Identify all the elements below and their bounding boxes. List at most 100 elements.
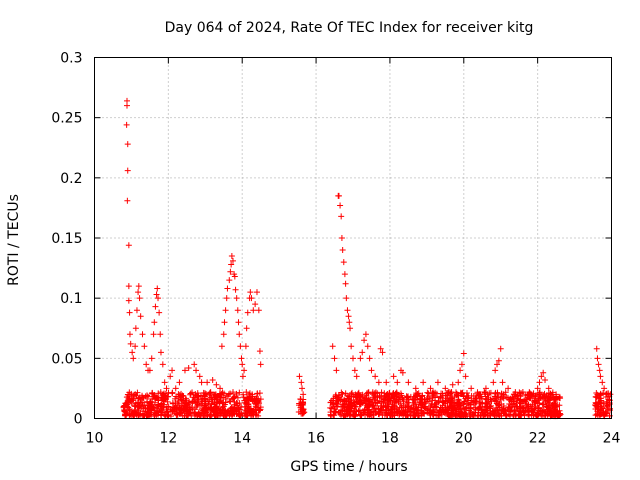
data-point (446, 404, 453, 411)
data-point (460, 401, 467, 408)
data-point (218, 343, 225, 350)
data-point (254, 390, 261, 397)
data-point (414, 412, 421, 419)
data-point (345, 313, 352, 320)
data-point (479, 409, 486, 416)
data-point (207, 411, 214, 418)
data-point (476, 404, 483, 411)
data-point (364, 409, 371, 416)
data-point (470, 412, 477, 419)
data-point (455, 401, 462, 408)
data-point (201, 396, 208, 403)
data-point (430, 412, 437, 419)
data-point (300, 399, 307, 406)
data-point (236, 331, 243, 338)
data-point (159, 361, 166, 368)
data-point (526, 408, 533, 415)
data-point (502, 410, 509, 417)
data-point (126, 395, 133, 402)
data-point (342, 280, 349, 287)
data-point (174, 412, 181, 419)
data-point (230, 408, 237, 415)
data-point (425, 406, 432, 413)
data-point (368, 367, 375, 374)
data-point (535, 405, 542, 412)
data-point (204, 379, 211, 386)
data-point (195, 392, 202, 399)
data-point (384, 402, 391, 409)
data-point (514, 403, 521, 410)
data-point (227, 390, 234, 397)
data-point (256, 407, 263, 414)
data-point (492, 367, 499, 374)
data-point (157, 389, 164, 396)
data-point (340, 412, 347, 419)
data-point (419, 400, 426, 407)
data-point (220, 331, 227, 338)
data-point (425, 390, 432, 397)
data-point (123, 400, 130, 407)
x-tick-label: 22 (529, 431, 547, 447)
data-point (190, 398, 197, 405)
data-point (372, 373, 379, 380)
data-point (498, 394, 505, 401)
data-point (499, 407, 506, 414)
data-point (145, 411, 152, 418)
data-point (203, 404, 210, 411)
data-point (533, 411, 540, 418)
data-point (552, 403, 559, 410)
data-point (550, 400, 557, 407)
data-point (490, 379, 497, 386)
data-point (202, 406, 209, 413)
data-point (338, 213, 345, 220)
data-point (169, 390, 176, 397)
data-point (366, 397, 373, 404)
data-point (146, 367, 153, 374)
data-point (335, 192, 342, 199)
data-point (356, 400, 363, 407)
data-point (350, 355, 356, 362)
data-point (357, 355, 364, 362)
data-point (331, 355, 338, 362)
data-point (597, 395, 604, 402)
data-point (365, 401, 372, 408)
data-point (250, 307, 257, 314)
data-point (548, 411, 555, 418)
data-point (396, 409, 403, 416)
data-point (383, 379, 390, 386)
data-point (212, 392, 219, 399)
data-point (399, 411, 406, 418)
data-point (296, 373, 303, 380)
data-point (468, 385, 475, 392)
data-point (248, 295, 255, 302)
data-point (131, 411, 138, 418)
data-point (155, 295, 162, 302)
data-point (214, 396, 221, 403)
data-point (414, 393, 421, 400)
data-point (137, 313, 144, 320)
data-point (358, 409, 365, 416)
data-point (255, 307, 262, 314)
data-point (194, 401, 201, 408)
data-point (157, 331, 164, 338)
data-point (126, 331, 133, 338)
data-point (127, 340, 134, 347)
data-point (299, 407, 306, 414)
data-point (531, 406, 538, 413)
data-point (122, 410, 129, 417)
data-point (523, 400, 530, 407)
data-point (537, 410, 544, 417)
data-point (370, 394, 377, 401)
data-point (143, 392, 150, 399)
data-point (333, 367, 340, 374)
data-point (171, 408, 178, 415)
data-point (217, 385, 224, 392)
data-point (206, 390, 213, 397)
data-point (418, 410, 425, 417)
data-point (367, 411, 374, 418)
data-point (418, 396, 425, 403)
data-point (131, 391, 137, 398)
data-point (236, 389, 243, 396)
data-point (142, 393, 149, 400)
data-point (224, 285, 231, 292)
